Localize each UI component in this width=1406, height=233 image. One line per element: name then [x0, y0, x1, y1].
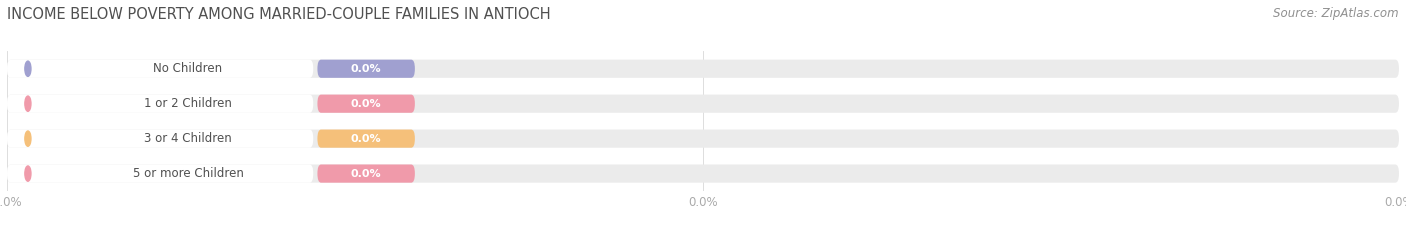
Circle shape — [25, 61, 31, 76]
Text: No Children: No Children — [153, 62, 222, 75]
Circle shape — [25, 96, 31, 111]
FancyBboxPatch shape — [318, 95, 415, 113]
Text: 0.0%: 0.0% — [352, 99, 381, 109]
FancyBboxPatch shape — [7, 95, 314, 113]
FancyBboxPatch shape — [318, 130, 415, 148]
FancyBboxPatch shape — [318, 60, 415, 78]
FancyBboxPatch shape — [7, 164, 1399, 183]
Text: Source: ZipAtlas.com: Source: ZipAtlas.com — [1274, 7, 1399, 20]
Text: 3 or 4 Children: 3 or 4 Children — [143, 132, 232, 145]
Text: 0.0%: 0.0% — [352, 169, 381, 178]
FancyBboxPatch shape — [7, 164, 314, 183]
Circle shape — [25, 131, 31, 146]
Text: 0.0%: 0.0% — [352, 134, 381, 144]
FancyBboxPatch shape — [7, 130, 1399, 148]
FancyBboxPatch shape — [7, 60, 1399, 78]
FancyBboxPatch shape — [7, 130, 314, 148]
Text: 0.0%: 0.0% — [352, 64, 381, 74]
Text: 5 or more Children: 5 or more Children — [132, 167, 243, 180]
FancyBboxPatch shape — [7, 60, 314, 78]
FancyBboxPatch shape — [7, 95, 1399, 113]
Text: INCOME BELOW POVERTY AMONG MARRIED-COUPLE FAMILIES IN ANTIOCH: INCOME BELOW POVERTY AMONG MARRIED-COUPL… — [7, 7, 551, 22]
FancyBboxPatch shape — [318, 164, 415, 183]
Circle shape — [25, 166, 31, 181]
Text: 1 or 2 Children: 1 or 2 Children — [143, 97, 232, 110]
